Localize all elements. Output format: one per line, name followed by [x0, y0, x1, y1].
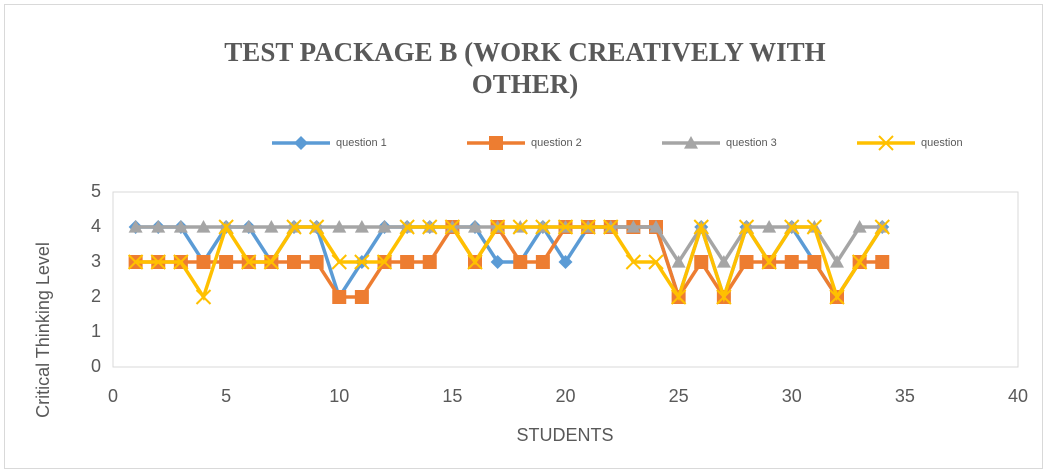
data-point — [264, 220, 279, 233]
x-axis-label: STUDENTS — [516, 425, 613, 445]
data-point — [354, 254, 370, 270]
data-point — [762, 220, 777, 233]
data-point — [738, 219, 755, 235]
data-point — [444, 219, 461, 235]
data-point — [557, 219, 574, 235]
data-point — [399, 219, 415, 235]
data-point — [127, 254, 144, 270]
data-point — [671, 255, 686, 268]
y-tick-label: 3 — [91, 251, 101, 271]
data-point — [400, 255, 415, 269]
data-point — [490, 255, 505, 269]
data-point — [512, 219, 528, 235]
data-point — [218, 219, 234, 235]
x-tick-label: 15 — [442, 386, 462, 406]
data-point — [513, 255, 528, 269]
data-point — [422, 255, 437, 269]
data-point — [648, 254, 664, 270]
x-tick-label: 25 — [669, 386, 689, 406]
data-point — [784, 219, 800, 235]
y-axis-label: Critical Thinking Level — [33, 242, 53, 418]
data-point — [739, 255, 754, 269]
data-point — [468, 220, 482, 233]
legend: question — [921, 137, 963, 149]
data-point — [670, 289, 687, 305]
data-point — [263, 254, 280, 270]
chart-title: TEST PACKAGE B (WORK CREATIVELY WITH OTH… — [224, 37, 826, 99]
data-point — [195, 289, 212, 305]
data-point — [196, 255, 211, 269]
data-point — [625, 254, 642, 270]
data-point — [241, 254, 257, 270]
data-point — [558, 255, 573, 269]
legend-marker — [294, 136, 308, 150]
data-point — [806, 219, 823, 235]
data-point — [332, 220, 347, 233]
x-tick-label: 5 — [221, 386, 231, 406]
data-point — [761, 254, 777, 270]
y-tick-label: 4 — [91, 216, 101, 236]
y-tick-label: 2 — [91, 286, 101, 306]
x-tick-label: 35 — [895, 386, 915, 406]
x-tick-label: 40 — [1008, 386, 1028, 406]
data-point — [128, 220, 143, 233]
data-point — [874, 219, 890, 235]
data-point — [489, 219, 506, 235]
legend-marker — [684, 136, 698, 149]
data-point — [354, 290, 369, 304]
data-point — [467, 254, 483, 270]
x-tick-label: 10 — [329, 386, 349, 406]
data-point — [829, 289, 845, 305]
data-point — [376, 254, 393, 270]
data-point — [354, 220, 369, 233]
data-point — [173, 254, 189, 270]
x-tick-label: 30 — [782, 386, 802, 406]
data-point — [173, 220, 188, 233]
data-point — [287, 255, 301, 269]
data-point — [626, 220, 641, 233]
data-point — [852, 220, 867, 233]
x-tick-label: 0 — [108, 386, 118, 406]
legend: question 3 — [726, 137, 777, 149]
data-point — [693, 219, 709, 235]
data-point — [219, 255, 234, 269]
chart-frame — [4, 4, 1043, 469]
data-point — [875, 255, 890, 269]
series-line — [135, 221, 884, 303]
y-tick-label: 5 — [91, 181, 101, 201]
legend: question 2 — [531, 137, 582, 149]
data-point — [286, 219, 302, 235]
data-point — [694, 255, 709, 269]
legend: question 1 — [336, 137, 387, 149]
legend-marker — [489, 136, 503, 150]
data-point — [241, 220, 256, 233]
data-point — [649, 220, 663, 233]
plot-area — [112, 191, 1019, 368]
legend-marker — [878, 135, 894, 151]
data-point — [308, 219, 325, 235]
data-point — [603, 219, 619, 235]
data-point — [716, 255, 731, 268]
data-point — [580, 219, 596, 235]
data-point — [151, 220, 166, 233]
data-point — [332, 290, 347, 304]
data-point — [807, 255, 822, 269]
y-tick-label: 1 — [91, 321, 101, 341]
data-point — [150, 254, 166, 270]
data-point — [784, 255, 799, 269]
data-point — [196, 220, 211, 233]
data-point — [851, 254, 868, 270]
data-point — [422, 219, 438, 235]
x-tick-label: 20 — [555, 386, 575, 406]
y-tick-label: 0 — [91, 356, 101, 376]
data-point — [535, 255, 550, 269]
data-point — [535, 219, 551, 235]
data-point — [331, 254, 347, 270]
data-point — [309, 255, 324, 269]
data-point — [716, 289, 732, 305]
data-point — [830, 255, 844, 268]
data-point — [377, 220, 392, 233]
